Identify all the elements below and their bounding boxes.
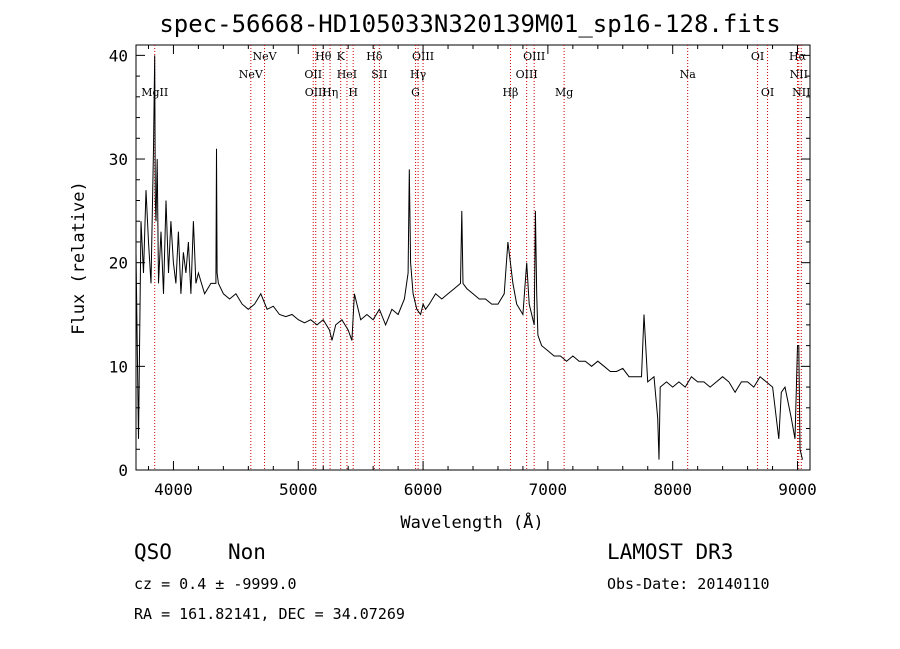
y-tick-label: 0 <box>118 461 128 480</box>
line-marker-label: OI <box>761 86 774 99</box>
redshift-cz: cz = 0.4 ± -9999.0 <box>134 575 297 593</box>
line-marker-label: Hδ <box>366 50 383 63</box>
line-marker-label: NeV <box>253 50 278 63</box>
object-class: QSO <box>134 540 172 564</box>
observation-date: Obs-Date: 20140110 <box>607 575 770 593</box>
line-marker-label: NeV <box>239 68 264 81</box>
x-tick-label: 9000 <box>778 480 817 499</box>
x-tick-label: 8000 <box>653 480 692 499</box>
line-marker-label: OII <box>304 68 322 81</box>
x-tick-label: 6000 <box>404 480 443 499</box>
line-marker-label: G <box>411 86 420 99</box>
line-marker-label: Hγ <box>410 68 427 81</box>
line-marker-label: Hη <box>322 86 338 99</box>
line-marker-label: NII <box>792 86 810 99</box>
y-tick-label: 30 <box>109 150 128 169</box>
line-marker-label: Na <box>680 68 697 81</box>
line-marker-label: H <box>348 86 358 99</box>
line-marker-label: Hθ <box>315 50 332 63</box>
plot-frame <box>135 44 811 471</box>
coordinates: RA = 161.82141, DEC = 34.07269 <box>134 605 405 623</box>
survey-name: LAMOST DR3 <box>607 540 733 564</box>
line-marker-label: SII <box>371 68 387 81</box>
line-marker-label: OIII <box>305 86 327 99</box>
object-subclass: Non <box>228 540 266 564</box>
x-tick-label: 4000 <box>154 480 193 499</box>
line-marker-label: Hβ <box>502 86 518 99</box>
y-tick-label: 20 <box>109 254 128 273</box>
line-marker-label: OI <box>751 50 764 63</box>
line-marker-label: HeI <box>337 68 357 81</box>
x-tick-label: 5000 <box>279 480 318 499</box>
chart-title: spec-56668-HD105033N320139M01_sp16-128.f… <box>159 10 780 38</box>
spectrum-line <box>135 55 803 460</box>
y-axis-ticks: 0 10 20 30 40 <box>109 46 810 480</box>
line-marker-label: K <box>337 50 346 63</box>
spectral-line-labels: MgIINeVNeVOIIOIIIHθHηKHeIHHδSIIGHγOIIIHβ… <box>141 50 810 99</box>
x-axis-label: Wavelength (Å) <box>400 511 543 533</box>
y-axis-label: Flux (relative) <box>69 181 89 335</box>
line-marker-label: Hα <box>789 50 807 63</box>
line-marker-label: OIII <box>516 68 538 81</box>
line-marker-label: OIII <box>523 50 545 63</box>
y-tick-label: 10 <box>109 357 128 376</box>
y-tick-label: 40 <box>109 46 128 65</box>
line-marker-label: OIII <box>412 50 434 63</box>
spectral-line-markers <box>154 45 802 470</box>
line-marker-label: Mg <box>555 86 573 99</box>
x-axis-ticks: 4000 5000 6000 7000 8000 9000 <box>147 45 817 499</box>
line-marker-label: NII <box>790 68 808 81</box>
x-tick-label: 7000 <box>529 480 568 499</box>
